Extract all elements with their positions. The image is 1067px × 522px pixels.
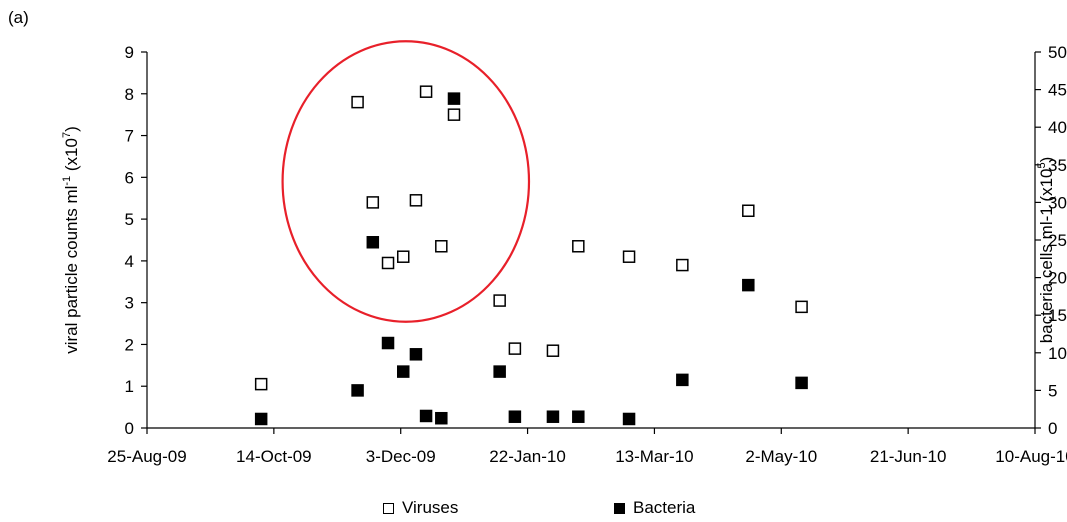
x-tick-label: 2-May-10 xyxy=(745,447,817,466)
y-right-tick-label: 15 xyxy=(1048,306,1067,325)
annotation-ellipse xyxy=(281,40,531,323)
y-left-tick-label: 5 xyxy=(125,210,134,229)
bacteria-point xyxy=(366,236,380,249)
virus-point xyxy=(366,196,380,209)
y-left-tick-label: 2 xyxy=(125,335,134,354)
virus-point xyxy=(435,240,448,253)
virus-point xyxy=(546,344,560,357)
y-left-tick-label: 7 xyxy=(125,127,134,146)
bacteria-point xyxy=(795,376,808,390)
x-tick-label: 22-Jan-10 xyxy=(489,447,566,466)
y-right-axis-title: bacteria cells ml-1 (x105) xyxy=(1036,157,1056,344)
y-left-tick-label: 3 xyxy=(125,294,134,313)
y-right-tick-label: 10 xyxy=(1048,344,1067,363)
y-left-axis-title: viral particle counts ml-1 (x107) xyxy=(61,126,81,354)
x-tick-label: 3-Dec-09 xyxy=(366,447,436,466)
x-tick-label: 10-Aug-10 xyxy=(995,447,1067,466)
bacteria-point xyxy=(397,365,410,378)
y-right-tick-label: 45 xyxy=(1048,81,1067,100)
legend-item-bacteria: Bacteria xyxy=(614,498,695,518)
y-left-tick-label: 1 xyxy=(125,377,134,396)
bacteria-point xyxy=(447,92,461,105)
y-right-tick-label: 0 xyxy=(1048,419,1057,438)
virus-point xyxy=(381,256,395,270)
virus-point xyxy=(409,194,423,207)
bacteria-point xyxy=(508,410,522,423)
y-right-tick-label: 25 xyxy=(1048,231,1067,250)
legend-swatch-filled-square xyxy=(614,502,625,514)
y-left-tick-label: 4 xyxy=(125,252,134,271)
y-right-tick-label: 50 xyxy=(1048,43,1067,62)
axes xyxy=(141,51,1041,434)
y-left-tick-label: 0 xyxy=(125,419,134,438)
virus-point xyxy=(419,85,433,98)
bacteria-point xyxy=(409,348,423,361)
y-left-tick-label: 9 xyxy=(125,43,134,62)
y-right-tick-label: 35 xyxy=(1048,156,1067,175)
legend-label-bacteria: Bacteria xyxy=(633,498,696,517)
virus-point xyxy=(493,294,506,307)
virus-point xyxy=(742,204,755,218)
virus-point xyxy=(572,240,585,253)
legend-swatch-open-square xyxy=(383,502,394,514)
bacteria-point xyxy=(622,412,636,426)
bacteria-point xyxy=(742,278,755,292)
y-left-tick-label: 8 xyxy=(125,85,134,104)
legend-item-viruses: Viruses xyxy=(383,498,458,518)
y-left-tick-label: 6 xyxy=(125,168,134,187)
bacteria-point xyxy=(381,336,395,350)
bacteria-point xyxy=(351,384,364,397)
virus-point xyxy=(254,377,268,391)
annotation-layer xyxy=(281,40,531,323)
bacteria-point xyxy=(419,409,433,423)
x-tick-label: 21-Jun-10 xyxy=(870,447,947,466)
data-marks xyxy=(254,85,808,426)
virus-point xyxy=(622,250,636,263)
virus-point xyxy=(795,300,808,314)
bacteria-point xyxy=(676,373,689,387)
bacteria-point xyxy=(254,412,268,426)
x-tick-label: 13-Mar-10 xyxy=(615,447,693,466)
legend-label-viruses: Viruses xyxy=(402,498,459,517)
y-right-tick-label: 20 xyxy=(1048,269,1067,288)
bacteria-point xyxy=(493,365,506,378)
bacteria-point xyxy=(546,410,560,423)
panel-label: (a) xyxy=(8,8,29,27)
virus-point xyxy=(447,108,461,121)
virus-point xyxy=(676,258,689,272)
x-tick-label: 14-Oct-09 xyxy=(236,447,312,466)
virus-point xyxy=(397,250,410,263)
x-tick-label: 25-Aug-09 xyxy=(107,447,186,466)
y-right-tick-label: 5 xyxy=(1048,381,1057,400)
y-right-tick-label: 30 xyxy=(1048,193,1067,212)
bacteria-point xyxy=(572,410,585,423)
bacteria-point xyxy=(435,411,448,425)
y-right-tick-label: 40 xyxy=(1048,118,1067,137)
virus-point xyxy=(351,95,364,109)
virus-point xyxy=(508,342,522,355)
